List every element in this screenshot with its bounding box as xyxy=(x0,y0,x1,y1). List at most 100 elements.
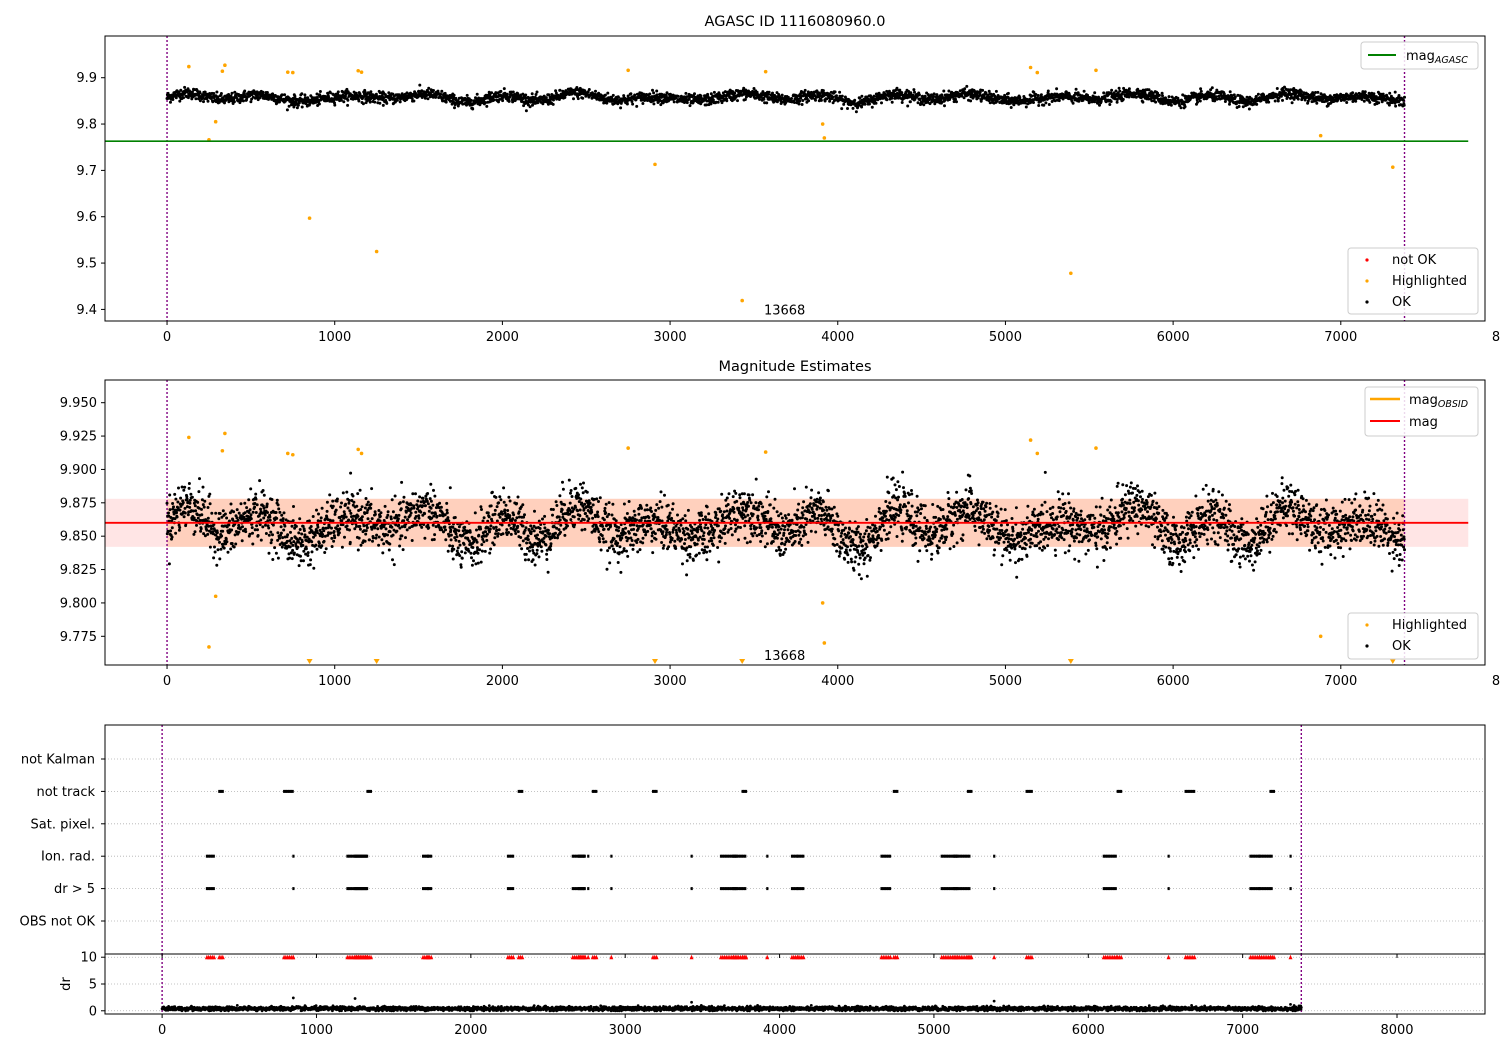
flag-point xyxy=(1252,854,1255,858)
flag-point xyxy=(1249,887,1252,891)
dr-not-ok-marker xyxy=(212,954,217,960)
flag-point xyxy=(1256,887,1259,891)
flag-point xyxy=(690,854,693,858)
flag-point xyxy=(1271,789,1274,793)
flag-point xyxy=(966,789,970,793)
flag-point xyxy=(368,789,371,793)
dr-not-ok-marker xyxy=(511,954,516,960)
flag-point xyxy=(947,887,950,891)
flag-point xyxy=(963,854,966,858)
ok-points xyxy=(165,83,1406,114)
flag-point xyxy=(571,854,574,858)
flag-point xyxy=(719,887,723,891)
ok-points xyxy=(165,470,1406,581)
panel-agasc-y-axis: 9.4 9.5 9.6 9.7 9.8 9.9 xyxy=(76,71,105,318)
flag-point xyxy=(362,887,365,891)
y-tick-label: 5 xyxy=(89,978,97,993)
flag-point xyxy=(1258,854,1261,858)
flag-point xyxy=(577,887,581,891)
flag-point xyxy=(355,887,358,891)
highlighted-point xyxy=(207,645,211,649)
flag-point xyxy=(519,789,522,793)
flag-category-label: Sat. pixel. xyxy=(31,817,95,832)
legend-label-not-ok: not OK xyxy=(1392,253,1437,268)
panel-mag-legend-upper: magOBSID mag xyxy=(1364,386,1479,437)
highlighted-point xyxy=(1318,634,1323,639)
flag-point xyxy=(993,854,996,858)
highlighted-point xyxy=(763,450,768,454)
flag-point xyxy=(880,854,883,858)
x-tick-label: 0 xyxy=(158,1023,166,1038)
flag-point xyxy=(896,789,899,793)
y-tick-label: 9.8 xyxy=(76,118,97,133)
panel-agasc-frame xyxy=(104,35,1486,322)
flag-point xyxy=(888,887,892,891)
panel-magnitude-estimates: Magnitude Estimates 9.775 9.800 9.825 9.850… xyxy=(60,359,1500,689)
flag-point xyxy=(882,887,885,891)
dr-not-ok-marker xyxy=(586,954,591,960)
flag-point xyxy=(651,789,655,793)
y-tick-label: 9.9 xyxy=(76,71,97,86)
flag-point xyxy=(219,789,223,793)
panel-dr: 0 5 10 0 1000 2000 3000 4000 5000 6000 7000 8000 d… xyxy=(59,951,1486,1038)
flag-point xyxy=(790,887,794,891)
flag-point xyxy=(993,887,996,891)
flag-point xyxy=(430,887,433,891)
dr-not-ok-marker xyxy=(1029,954,1034,960)
highlighted-point xyxy=(291,452,295,457)
flag-point xyxy=(288,789,291,793)
flag-point xyxy=(885,887,888,891)
panel-agasc-obsid-label: 13668 xyxy=(764,303,805,318)
x-tick-label: 3000 xyxy=(609,1023,642,1038)
flag-point xyxy=(1102,854,1105,858)
off-scale-marker xyxy=(373,659,380,664)
flag-point xyxy=(964,887,968,891)
legend-marker-highlighted xyxy=(1365,623,1369,627)
flag-point xyxy=(940,854,943,858)
x-tick-label: 8000 xyxy=(1492,330,1500,345)
flag-point xyxy=(964,854,968,858)
flag-point xyxy=(968,789,971,793)
flag-point xyxy=(733,887,737,891)
highlighted-point xyxy=(187,435,191,440)
flag-point xyxy=(1289,887,1292,891)
highlighted-point xyxy=(1094,446,1098,450)
flag-point xyxy=(968,887,971,891)
flag-point xyxy=(730,887,733,891)
flag-point xyxy=(351,887,354,891)
flag-point xyxy=(1167,854,1170,858)
flag-point xyxy=(205,887,209,891)
flag-point xyxy=(291,789,294,793)
flag-point xyxy=(744,887,747,891)
flag-point xyxy=(359,887,362,891)
flag-point xyxy=(205,854,209,858)
flag-point xyxy=(351,854,354,858)
legend-label-mag-obsid: mag xyxy=(1409,393,1438,408)
flag-point xyxy=(940,887,943,891)
flag-point xyxy=(425,854,428,858)
flag-point xyxy=(944,854,947,858)
flag-point xyxy=(744,854,747,858)
flag-point xyxy=(366,789,369,793)
flag-point xyxy=(365,887,369,891)
flag-point xyxy=(885,854,888,858)
highlighted-point xyxy=(213,119,218,124)
flag-point xyxy=(739,887,742,891)
flag-point xyxy=(423,887,426,891)
panel-flags-y-axis: not Kalman not track Sat. pixel. Ion. rad. d… xyxy=(20,753,105,930)
legend-label-mag: mag xyxy=(1409,415,1438,430)
flag-point xyxy=(207,854,210,858)
panel-agasc-legend-lower: not OK Highlighted OK xyxy=(1347,247,1479,315)
flag-point xyxy=(573,854,576,858)
flag-point xyxy=(735,854,738,858)
flag-point xyxy=(577,854,581,858)
panel-agasc-legend-upper: magAGASC xyxy=(1360,41,1479,70)
panel-dr-x-axis: 0 1000 2000 3000 4000 5000 6000 7000 8000 xyxy=(158,954,1414,1038)
flag-point xyxy=(949,887,952,891)
flag-point xyxy=(348,887,351,891)
flag-point xyxy=(1191,789,1194,793)
flag-point xyxy=(887,854,890,858)
flag-point xyxy=(892,789,895,793)
flag-point xyxy=(1260,854,1263,858)
flag-point xyxy=(888,854,892,858)
